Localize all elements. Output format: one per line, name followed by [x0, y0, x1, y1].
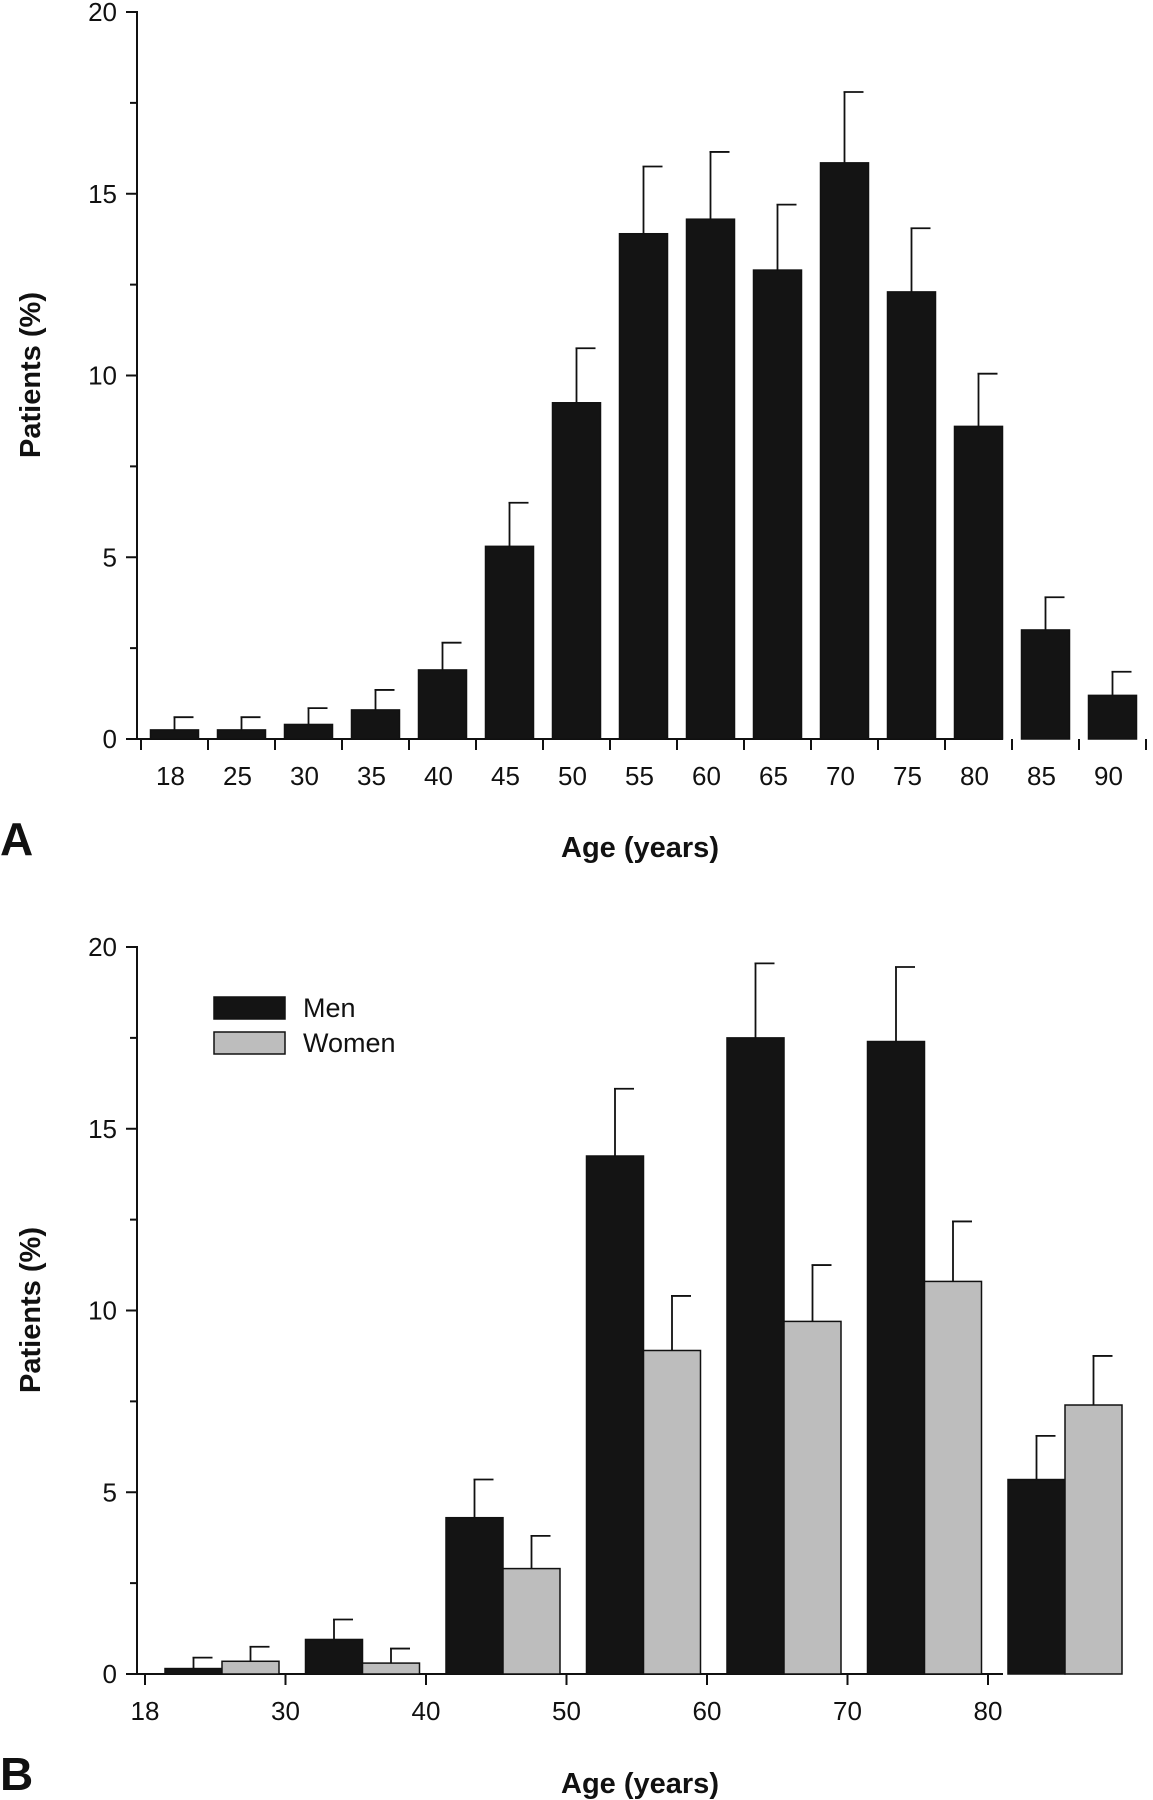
- bar-men-60: [726, 1037, 785, 1675]
- x-tick-label: 40: [412, 1696, 441, 1726]
- bar-25: [216, 729, 267, 740]
- legend-swatch-women: [213, 1031, 286, 1055]
- bar-women-60: [783, 1320, 842, 1675]
- bar-35: [350, 709, 401, 740]
- x-tick-label: 70: [833, 1696, 862, 1726]
- bar-men-70: [866, 1040, 926, 1675]
- panel-a-bar-chart: 0 5 10 15 20 18 25 30 35 40 45 50 55 60 65 70 75 80 85 90 Ag…: [0, 0, 1147, 865]
- y-tick-label: 20: [88, 932, 117, 962]
- bar-women-30: [361, 1662, 421, 1675]
- bar-40: [417, 669, 468, 740]
- x-tick-label: 35: [357, 761, 386, 791]
- bar-70: [819, 162, 870, 740]
- x-tick-label: 60: [692, 761, 721, 791]
- x-tick-label: 80: [960, 761, 989, 791]
- y-tick-label: 15: [88, 179, 117, 209]
- x-tick-label: 30: [271, 1696, 300, 1726]
- bar-85: [1020, 629, 1071, 740]
- y-tick-label: 0: [103, 1659, 117, 1689]
- y-tick-label: 10: [88, 1296, 117, 1326]
- bar-women-40: [502, 1567, 561, 1675]
- x-tick-label: 40: [424, 761, 453, 791]
- y-tick-label: 5: [103, 1477, 117, 1507]
- bar-men-18: [164, 1667, 223, 1675]
- x-tick-label: 90: [1094, 761, 1123, 791]
- bar-65: [752, 269, 803, 740]
- x-tick-label: 50: [552, 1696, 581, 1726]
- legend-label-men: Men: [303, 993, 356, 1023]
- bar-80: [953, 425, 1004, 740]
- y-tick-label: 15: [88, 1114, 117, 1144]
- y-tick-label: 20: [88, 0, 117, 27]
- bar-women-70: [923, 1280, 983, 1675]
- bar-60: [685, 218, 736, 740]
- y-tick-label: 0: [103, 724, 117, 754]
- x-tick-label: 18: [131, 1696, 160, 1726]
- x-tick-label: 30: [290, 761, 319, 791]
- panel-letter: B: [0, 1748, 33, 1800]
- panel-b-bar-chart: 0 5 10 15 20 18 30 40 50 60 70 80 Age (years) Patient…: [0, 932, 1123, 1800]
- y-tick-label: 5: [103, 542, 117, 572]
- y-axis-title: Patients (%): [15, 1227, 47, 1393]
- bar-55: [618, 232, 669, 740]
- bar-45: [484, 545, 535, 740]
- x-tick-label: 75: [893, 761, 922, 791]
- x-tick-label: 70: [826, 761, 855, 791]
- x-tick-label: 55: [625, 761, 654, 791]
- bar-men-40: [445, 1516, 504, 1675]
- bar-90: [1087, 694, 1138, 740]
- x-tick-label: 65: [759, 761, 788, 791]
- legend-swatch-men: [213, 996, 286, 1020]
- bar-men-30: [304, 1638, 364, 1675]
- panel-letter: A: [0, 813, 33, 865]
- bar-men-50: [585, 1155, 645, 1675]
- x-tick-label: 80: [974, 1696, 1003, 1726]
- bar-75: [886, 291, 937, 740]
- bar-women-80: [1064, 1404, 1123, 1675]
- x-tick-label: 18: [156, 761, 185, 791]
- x-tick-label: 50: [558, 761, 587, 791]
- x-tick-label: 85: [1027, 761, 1056, 791]
- x-tick-label: 25: [223, 761, 252, 791]
- bar-18: [149, 729, 200, 740]
- x-axis-title: Age (years): [561, 832, 719, 864]
- bar-women-50: [642, 1349, 702, 1675]
- bar-men-80: [1007, 1478, 1066, 1675]
- bar-30: [283, 723, 334, 740]
- y-tick-label: 10: [88, 361, 117, 391]
- legend-label-women: Women: [303, 1028, 396, 1058]
- bar-women-18: [221, 1660, 280, 1675]
- y-axis-title: Patients (%): [15, 292, 47, 458]
- bar-50: [551, 402, 602, 740]
- x-axis-title: Age (years): [561, 1768, 719, 1800]
- x-tick-label: 45: [491, 761, 520, 791]
- x-tick-label: 60: [693, 1696, 722, 1726]
